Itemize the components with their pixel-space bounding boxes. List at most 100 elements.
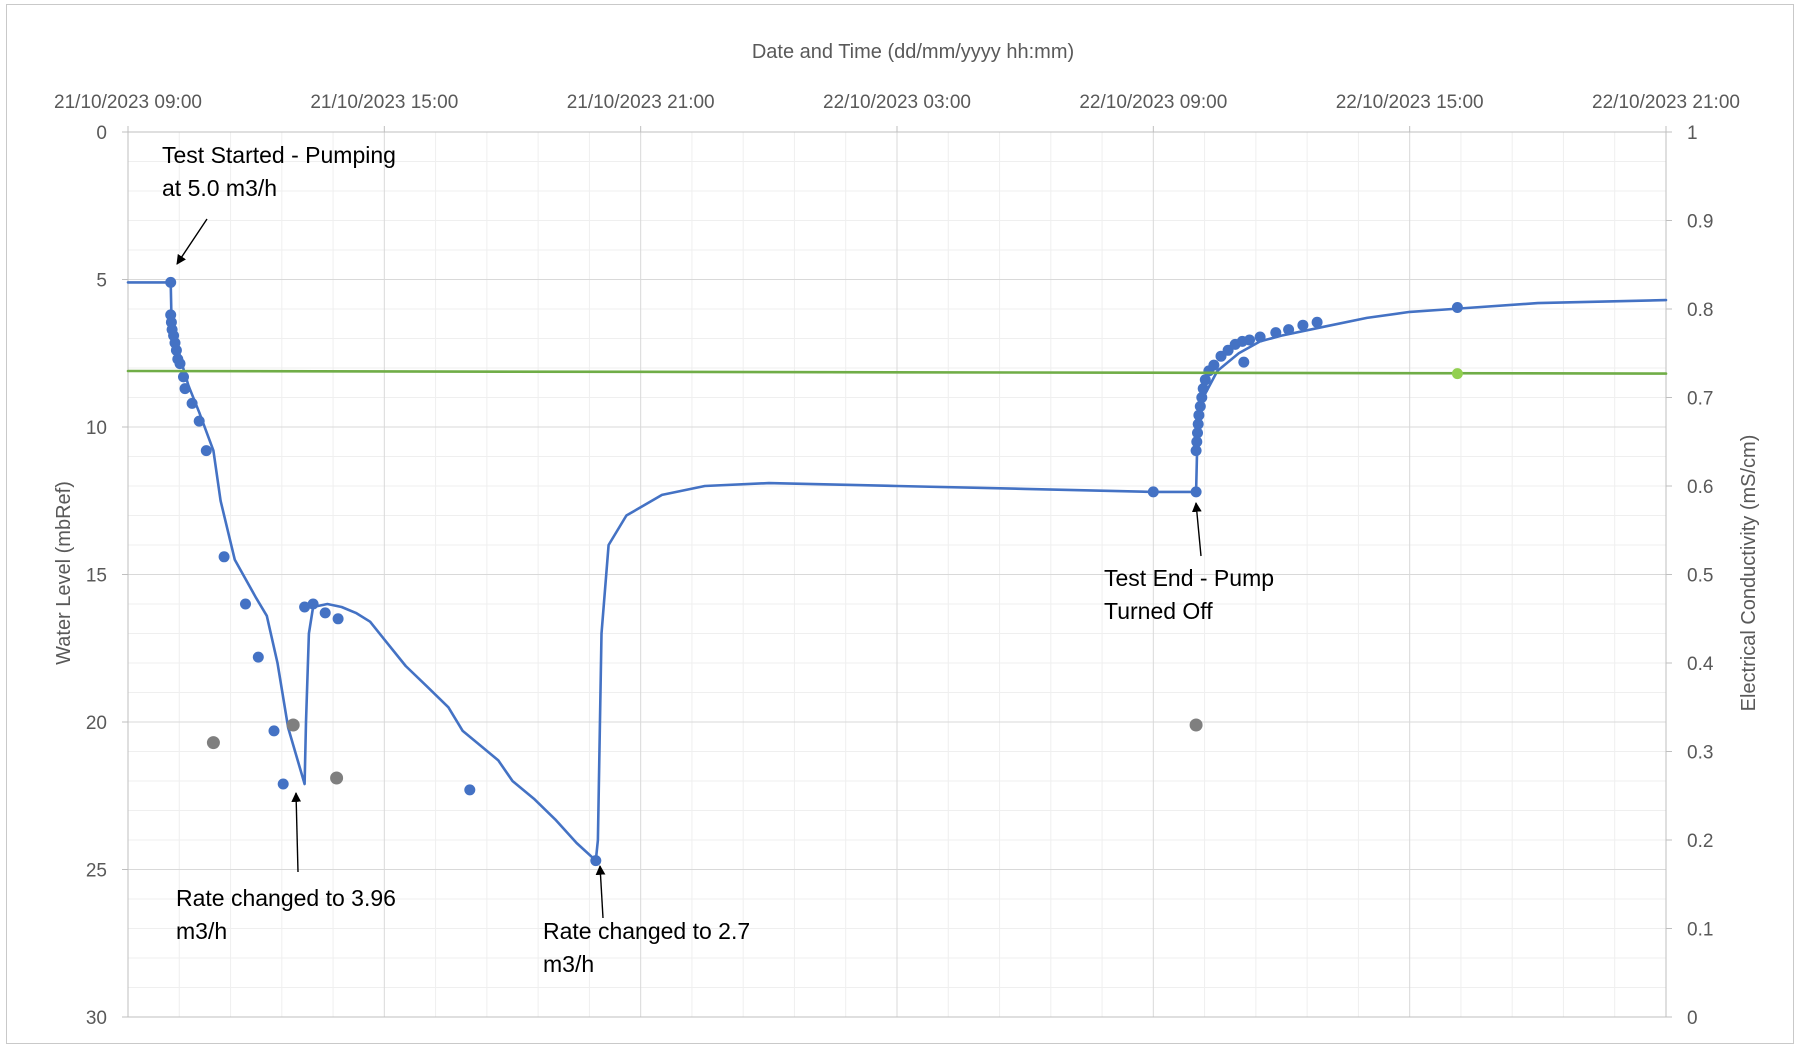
annotation-rate-change-1-line-2: m3/h — [176, 918, 227, 944]
electrical-conductivity-line — [126, 369, 1668, 375]
y2-tick-label: 0.5 — [1687, 566, 1713, 587]
water-level-point — [1147, 486, 1159, 498]
annotation-rate-change-2: Rate changed to 2.7 m3/h — [543, 865, 750, 977]
water-level-point — [319, 607, 331, 619]
water-level-point — [1192, 418, 1204, 430]
annotation-test-end-arrow — [1191, 502, 1202, 557]
water-level-point — [1270, 327, 1282, 339]
annotation-rate-change-2-line-1: Rate changed to 2.7 — [543, 918, 750, 944]
y2-tick-label: 0.9 — [1687, 212, 1713, 233]
y2-tick-labels: 0 0.1 0.2 0.3 0.4 0.5 0.6 0.7 0.8 0.9 1 — [1687, 123, 1714, 1029]
water-level-point — [1193, 409, 1205, 421]
annotation-rate-change-1: Rate changed to 3.96 m3/h — [176, 792, 396, 944]
manual-reading-point — [286, 718, 300, 732]
svg-text:Rate changed to 2.7m3/h: Rate changed to 2.7 m3/h — [543, 918, 750, 977]
y-tick-label: 25 — [86, 861, 107, 882]
annotation-rate-change-2-arrow — [595, 865, 606, 919]
series-layer — [126, 276, 1668, 867]
water-level-point — [1192, 427, 1203, 439]
annotation-test-started: Test Started - Pumping at 5.0 m3/h — [162, 142, 396, 265]
water-level-point — [165, 276, 177, 288]
water-level-point — [1297, 319, 1309, 331]
y-tick-label: 15 — [86, 566, 107, 587]
annotation-test-started-line-2: at 5.0 m3/h — [162, 175, 277, 201]
water-level-point — [1311, 316, 1323, 328]
y2-tick-label: 0.8 — [1687, 300, 1713, 321]
chart-frame — [6, 4, 1794, 1044]
x-tick-label: 22/10/2023 03:00 — [823, 92, 971, 113]
annotation-test-end: Test End - Pump Turned Off — [1104, 502, 1274, 624]
water-level-point — [218, 551, 230, 563]
water-level-point — [1190, 445, 1202, 457]
water-level-point — [590, 855, 602, 867]
water-level-point — [252, 651, 264, 663]
water-level-point — [332, 613, 344, 625]
manual-reading-point — [206, 736, 220, 750]
water-level-point — [174, 358, 186, 370]
water-level-point — [170, 344, 182, 356]
water-level-point — [200, 445, 212, 457]
annotation-test-end-line-2: Turned Off — [1104, 598, 1213, 624]
y-tick-label: 30 — [86, 1008, 107, 1029]
annotation-rate-change-1-line-1: Rate changed to 3.96 — [176, 885, 396, 911]
water-level-point — [464, 784, 476, 796]
y-tick-label: 20 — [86, 713, 107, 734]
water-level-point — [1451, 302, 1463, 313]
water-level-point — [178, 371, 189, 383]
y2-tick-label: 0.7 — [1687, 389, 1713, 410]
y-axis-title: Water Level (mbRef) — [53, 481, 75, 665]
annotation-test-end-line-1: Test End - Pump — [1104, 565, 1274, 591]
water-level-point — [1254, 331, 1266, 343]
y-tick-label: 10 — [86, 418, 107, 439]
x-tick-label: 22/10/2023 15:00 — [1336, 92, 1484, 113]
y2-tick-label: 0.1 — [1687, 920, 1713, 941]
water-level-point — [307, 598, 319, 610]
manual-reading-point — [1189, 718, 1203, 732]
annotation-test-started-line-1: Test Started - Pumping — [162, 142, 396, 168]
water-level-point — [1283, 324, 1295, 336]
water-level-point — [268, 725, 280, 737]
y-tick-label: 0 — [96, 123, 107, 144]
x-tick-label: 21/10/2023 21:00 — [567, 92, 715, 113]
x-tick-label: 21/10/2023 09:00 — [54, 92, 202, 113]
water-level-point — [193, 415, 205, 427]
annotation-test-started-arrow — [176, 218, 208, 265]
x-tick-label: 22/10/2023 21:00 — [1592, 92, 1740, 113]
water-level-point — [186, 397, 198, 409]
water-level-point — [1238, 356, 1250, 368]
axes — [122, 126, 1672, 1018]
annotation-rate-change-2-line-2: m3/h — [543, 951, 594, 977]
annotation-rate-change-1-arrow — [291, 792, 302, 873]
water-level-point — [1191, 436, 1203, 448]
water-level-point — [1196, 392, 1208, 403]
x-tick-label: 21/10/2023 15:00 — [310, 92, 458, 113]
y2-tick-label: 1 — [1687, 123, 1698, 144]
water-level-point — [1244, 334, 1255, 346]
y2-tick-label: 0.2 — [1687, 831, 1713, 852]
y-tick-label: 5 — [96, 271, 107, 292]
water-level-point — [1190, 486, 1202, 498]
water-level-point — [1197, 383, 1209, 395]
water-level-point — [299, 601, 311, 613]
water-level-point — [1199, 374, 1211, 386]
water-level-line — [126, 281, 1668, 862]
x-axis-title: Date and Time (dd/mm/yyyy hh:mm) — [752, 41, 1074, 63]
manual-reading-point — [330, 771, 344, 785]
y-tick-labels: 0 5 10 15 20 25 30 — [86, 123, 107, 1029]
water-level-point — [1194, 400, 1206, 412]
electrical-conductivity-point — [1451, 368, 1463, 380]
x-tick-label: 22/10/2023 09:00 — [1079, 92, 1227, 113]
water-level-point — [179, 383, 191, 395]
y2-tick-label: 0.3 — [1687, 743, 1713, 764]
y2-axis-title: Electrical Conductivity (mS/cm) — [1738, 435, 1760, 712]
water-level-point — [277, 778, 289, 790]
y2-tick-label: 0.6 — [1687, 477, 1713, 498]
water-level-point — [240, 598, 251, 610]
y2-tick-label: 0 — [1687, 1008, 1698, 1029]
y2-tick-label: 0.4 — [1687, 654, 1714, 675]
x-tick-labels: 21/10/2023 09:00 21/10/2023 15:00 21/10/20… — [54, 92, 1740, 113]
